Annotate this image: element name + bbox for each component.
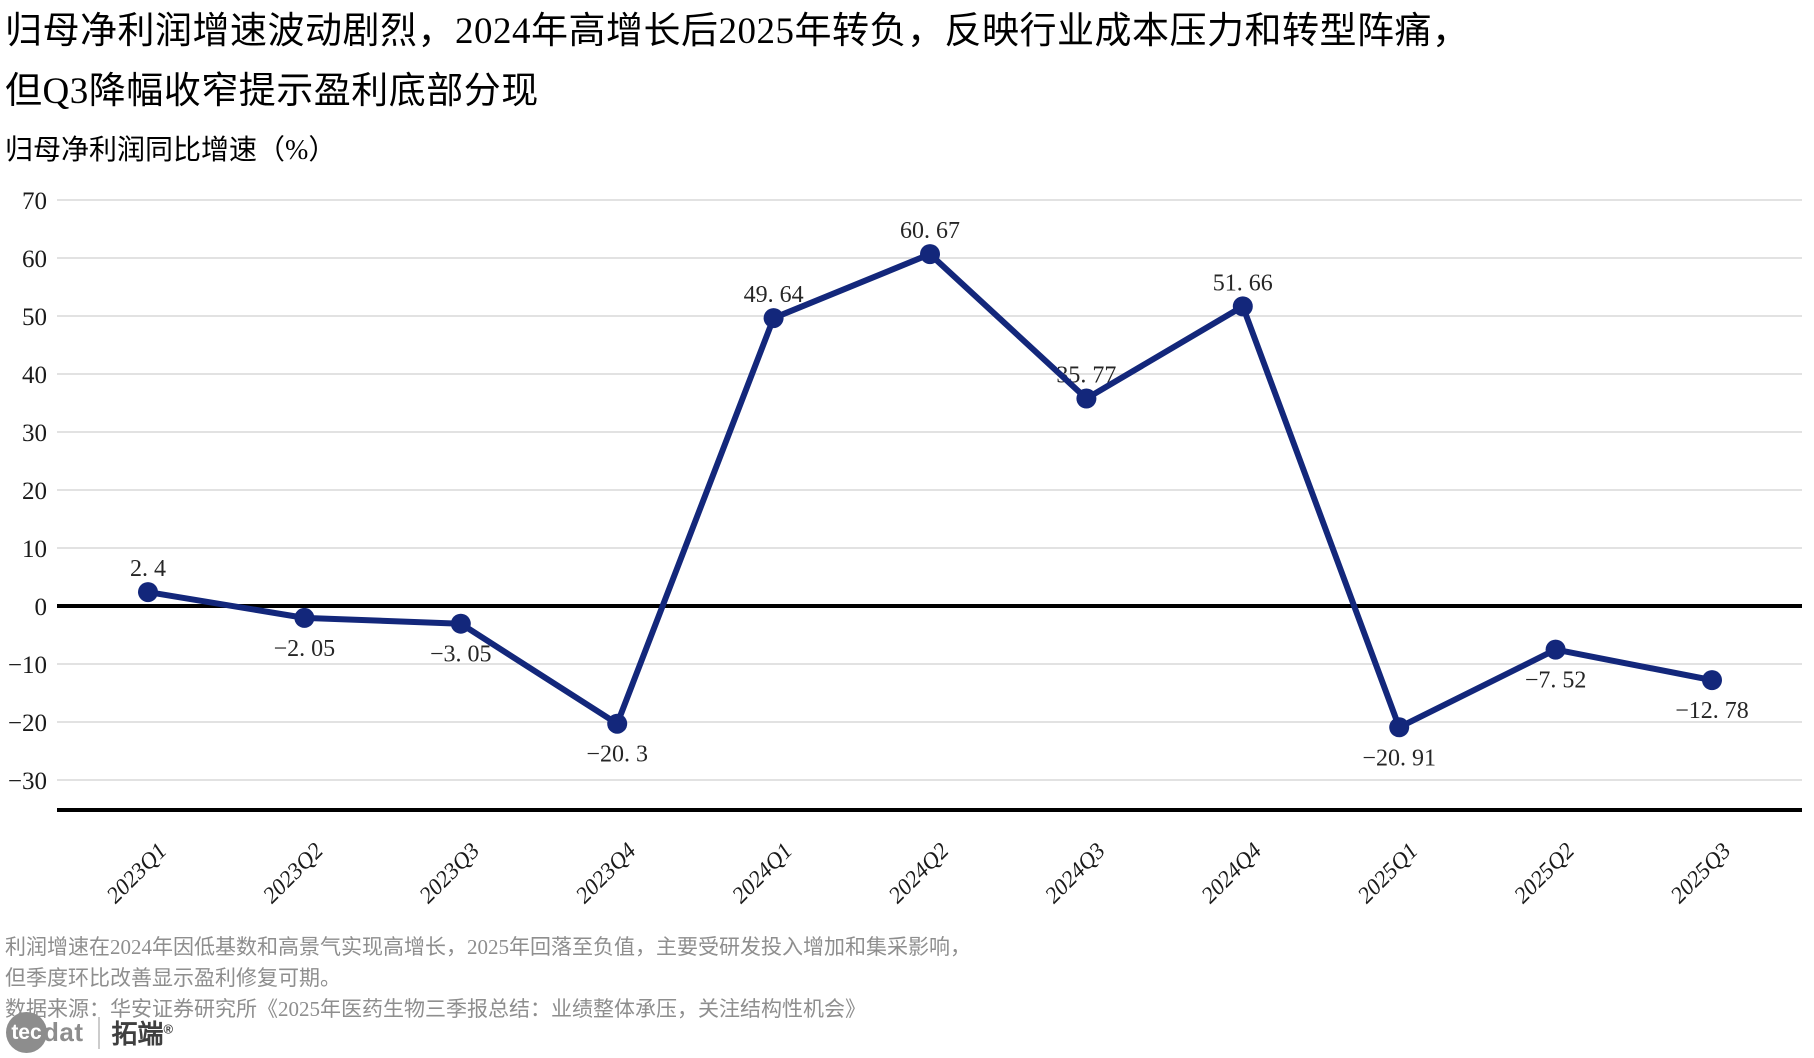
x-tick-label: 2023Q1 [101, 838, 171, 908]
data-point-marker [1545, 639, 1566, 660]
x-tick-label: 2023Q4 [571, 838, 641, 908]
chart-title-line2: 但Q3降幅收窄提示盈利底部分现 [5, 71, 539, 112]
x-tick-label: 2024Q1 [727, 838, 797, 908]
data-point-marker [920, 244, 940, 265]
x-tick-label: 2025Q3 [1665, 838, 1735, 908]
data-point-label: 60. 67 [900, 218, 960, 244]
x-tick-label: 2025Q1 [1353, 838, 1423, 908]
data-point-label: 51. 66 [1213, 270, 1273, 296]
x-tick-label: 2024Q4 [1196, 838, 1266, 908]
x-tick-label: 2024Q3 [1040, 838, 1110, 908]
y-tick-label: 10 [22, 536, 47, 563]
data-point-marker [1232, 296, 1253, 317]
chart-footnotes: 利润增速在2024年因低基数和高景气实现高增长，2025年回落至负值，主要受研发… [5, 932, 971, 1025]
data-point-label: −20. 3 [586, 742, 648, 768]
y-tick-label: 70 [22, 188, 47, 215]
y-tick-label: 60 [22, 246, 47, 273]
tecdat-logo-circle: tec [6, 1012, 47, 1053]
x-tick-label: 2023Q3 [414, 838, 484, 908]
logo-registered-mark: ® [163, 1021, 174, 1037]
chart-title-line1: 归母净利润增速波动剧烈，2024年高增长后2025年转负，反映行业成本压力和转型… [5, 11, 1470, 52]
footnote-line2: 但季度环比改善显示盈利修复可期。 [5, 966, 341, 990]
y-tick-label: 20 [22, 478, 47, 505]
logo-tec-text: tec [11, 1020, 42, 1044]
y-tick-label: 50 [22, 304, 47, 331]
data-point-label: −3. 05 [430, 642, 492, 668]
x-tick-label: 2024Q2 [883, 838, 953, 908]
data-point-marker [1389, 717, 1410, 738]
data-point-marker [138, 582, 158, 603]
y-tick-label: 30 [22, 420, 47, 447]
chart-header: 归母净利润增速波动剧烈，2024年高增长后2025年转负，反映行业成本压力和转型… [5, 0, 1809, 168]
data-source-line: 数据来源：华安证券研究所《2025年医药生物三季报总结：业绩整体承压，关注结构性… [5, 997, 866, 1021]
y-tick-label: 0 [35, 594, 48, 621]
data-point-label: −12. 78 [1675, 698, 1749, 724]
x-tick-label: 2023Q2 [258, 838, 328, 908]
data-point-marker [607, 713, 628, 734]
data-point-label: 2. 4 [130, 556, 166, 582]
tecdat-logo: tec dat 拓端® [6, 1012, 173, 1053]
data-point-marker [294, 607, 315, 628]
x-tick-label: 2025Q2 [1509, 838, 1579, 908]
y-tick-label: −10 [8, 652, 47, 679]
data-point-marker [450, 613, 471, 634]
logo-brand-text: 拓端® [112, 1014, 174, 1051]
logo-brand-cn: 拓端 [111, 1019, 164, 1049]
data-point-label: 49. 64 [744, 282, 804, 308]
data-point-label: −7. 52 [1525, 668, 1587, 694]
data-point-marker [763, 308, 784, 329]
data-point-marker [1702, 670, 1722, 691]
y-tick-label: −30 [8, 768, 47, 795]
logo-divider [97, 1016, 100, 1049]
data-point-label: −2. 05 [274, 636, 336, 662]
y-tick-label: −20 [8, 710, 47, 737]
y-tick-label: 40 [22, 362, 47, 389]
data-point-marker [1076, 388, 1097, 409]
data-point-label: −20. 91 [1362, 745, 1436, 771]
footnote-line1: 利润增速在2024年因低基数和高景气实现高增长，2025年回落至负值，主要受研发… [5, 935, 971, 959]
logo-dat-text: dat [43, 1017, 84, 1047]
chart-subtitle: 归母净利润同比增速（%） [5, 135, 337, 166]
